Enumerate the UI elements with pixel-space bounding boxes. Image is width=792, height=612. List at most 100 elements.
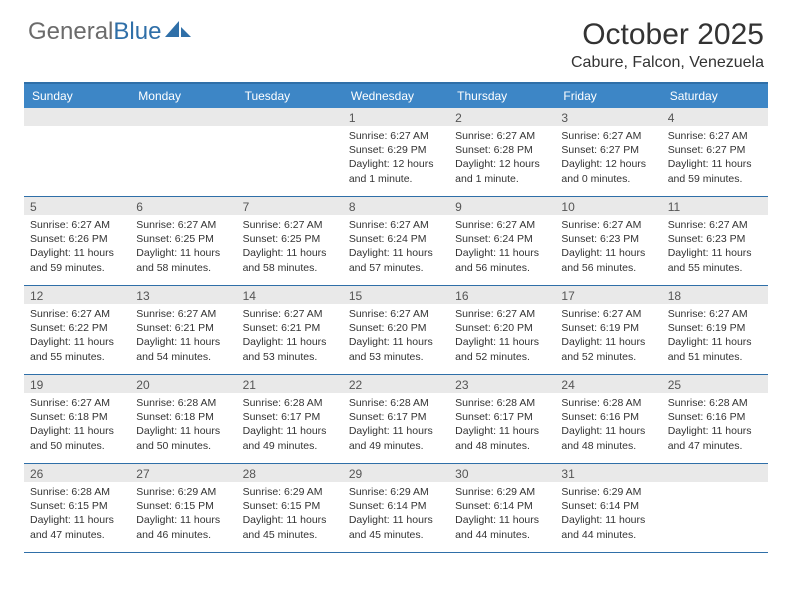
daylight: Daylight: 11 hours and 57 minutes. [349,246,443,274]
day-number: 6 [130,197,236,215]
sunrise: Sunrise: 6:27 AM [349,218,443,232]
dow-monday: Monday [130,84,236,108]
day-cell: 3Sunrise: 6:27 AMSunset: 6:27 PMDaylight… [555,108,661,196]
day-number: 23 [449,375,555,393]
sunrise: Sunrise: 6:27 AM [455,129,549,143]
day-empty [24,108,130,196]
sunset: Sunset: 6:14 PM [561,499,655,513]
day-cell: 28Sunrise: 6:29 AMSunset: 6:15 PMDayligh… [237,464,343,552]
title-block: October 2025 Cabure, Falcon, Venezuela [571,18,764,72]
day-body: Sunrise: 6:27 AMSunset: 6:21 PMDaylight:… [237,304,343,368]
daylight: Daylight: 11 hours and 59 minutes. [668,157,762,185]
day-cell: 23Sunrise: 6:28 AMSunset: 6:17 PMDayligh… [449,375,555,463]
day-cell: 2Sunrise: 6:27 AMSunset: 6:28 PMDaylight… [449,108,555,196]
sunset: Sunset: 6:23 PM [668,232,762,246]
day-body: Sunrise: 6:27 AMSunset: 6:25 PMDaylight:… [237,215,343,279]
day-body: Sunrise: 6:27 AMSunset: 6:20 PMDaylight:… [343,304,449,368]
sunrise: Sunrise: 6:28 AM [136,396,230,410]
daylight: Daylight: 11 hours and 46 minutes. [136,513,230,541]
day-number: 27 [130,464,236,482]
header: GeneralBlue October 2025 Cabure, Falcon,… [0,0,792,78]
month-title: October 2025 [571,18,764,52]
sunset: Sunset: 6:15 PM [243,499,337,513]
sunset: Sunset: 6:21 PM [136,321,230,335]
calendar: Sunday Monday Tuesday Wednesday Thursday… [24,82,768,553]
day-body: Sunrise: 6:28 AMSunset: 6:15 PMDaylight:… [24,482,130,546]
sunset: Sunset: 6:19 PM [561,321,655,335]
day-number: 25 [662,375,768,393]
day-number: 14 [237,286,343,304]
day-number: 8 [343,197,449,215]
day-number: 29 [343,464,449,482]
day-number: 15 [343,286,449,304]
sunset: Sunset: 6:21 PM [243,321,337,335]
day-empty [237,108,343,196]
daylight: Daylight: 11 hours and 53 minutes. [243,335,337,363]
day-body: Sunrise: 6:28 AMSunset: 6:17 PMDaylight:… [343,393,449,457]
sunset: Sunset: 6:28 PM [455,143,549,157]
daylight: Daylight: 11 hours and 53 minutes. [349,335,443,363]
sunrise: Sunrise: 6:27 AM [668,129,762,143]
day-cell: 17Sunrise: 6:27 AMSunset: 6:19 PMDayligh… [555,286,661,374]
day-number: 31 [555,464,661,482]
day-number: 12 [24,286,130,304]
day-body [130,126,236,186]
daylight: Daylight: 11 hours and 48 minutes. [455,424,549,452]
week-row: 12Sunrise: 6:27 AMSunset: 6:22 PMDayligh… [24,286,768,375]
sunset: Sunset: 6:24 PM [349,232,443,246]
sunset: Sunset: 6:24 PM [455,232,549,246]
daylight: Daylight: 11 hours and 49 minutes. [349,424,443,452]
sunrise: Sunrise: 6:27 AM [30,307,124,321]
day-body: Sunrise: 6:29 AMSunset: 6:14 PMDaylight:… [555,482,661,546]
sunset: Sunset: 6:18 PM [136,410,230,424]
week-row: 1Sunrise: 6:27 AMSunset: 6:29 PMDaylight… [24,108,768,197]
day-number: 30 [449,464,555,482]
day-body: Sunrise: 6:28 AMSunset: 6:17 PMDaylight:… [237,393,343,457]
day-body: Sunrise: 6:27 AMSunset: 6:27 PMDaylight:… [555,126,661,190]
day-body [24,126,130,186]
day-body: Sunrise: 6:29 AMSunset: 6:14 PMDaylight:… [449,482,555,546]
dow-row: Sunday Monday Tuesday Wednesday Thursday… [24,84,768,108]
sunrise: Sunrise: 6:27 AM [561,307,655,321]
day-number: 13 [130,286,236,304]
sunrise: Sunrise: 6:27 AM [349,129,443,143]
sunrise: Sunrise: 6:27 AM [136,218,230,232]
day-number [130,108,236,126]
day-cell: 14Sunrise: 6:27 AMSunset: 6:21 PMDayligh… [237,286,343,374]
sunrise: Sunrise: 6:27 AM [455,218,549,232]
day-cell: 9Sunrise: 6:27 AMSunset: 6:24 PMDaylight… [449,197,555,285]
brand-part1: General [28,18,113,46]
day-number: 10 [555,197,661,215]
daylight: Daylight: 11 hours and 45 minutes. [349,513,443,541]
daylight: Daylight: 11 hours and 52 minutes. [455,335,549,363]
daylight: Daylight: 11 hours and 49 minutes. [243,424,337,452]
sail-icon [165,18,191,46]
day-cell: 25Sunrise: 6:28 AMSunset: 6:16 PMDayligh… [662,375,768,463]
day-body [237,126,343,186]
day-cell: 7Sunrise: 6:27 AMSunset: 6:25 PMDaylight… [237,197,343,285]
sunset: Sunset: 6:26 PM [30,232,124,246]
week-row: 19Sunrise: 6:27 AMSunset: 6:18 PMDayligh… [24,375,768,464]
daylight: Daylight: 11 hours and 55 minutes. [30,335,124,363]
day-number [24,108,130,126]
sunrise: Sunrise: 6:27 AM [30,218,124,232]
dow-tuesday: Tuesday [237,84,343,108]
day-number [237,108,343,126]
sunset: Sunset: 6:19 PM [668,321,762,335]
sunset: Sunset: 6:17 PM [243,410,337,424]
day-number: 9 [449,197,555,215]
sunrise: Sunrise: 6:27 AM [455,307,549,321]
day-cell: 16Sunrise: 6:27 AMSunset: 6:20 PMDayligh… [449,286,555,374]
day-number: 2 [449,108,555,126]
sunrise: Sunrise: 6:27 AM [349,307,443,321]
sunset: Sunset: 6:23 PM [561,232,655,246]
dow-friday: Friday [555,84,661,108]
day-cell: 1Sunrise: 6:27 AMSunset: 6:29 PMDaylight… [343,108,449,196]
day-body: Sunrise: 6:27 AMSunset: 6:26 PMDaylight:… [24,215,130,279]
sunset: Sunset: 6:29 PM [349,143,443,157]
sunrise: Sunrise: 6:29 AM [349,485,443,499]
day-number: 26 [24,464,130,482]
day-body: Sunrise: 6:28 AMSunset: 6:16 PMDaylight:… [555,393,661,457]
sunrise: Sunrise: 6:28 AM [243,396,337,410]
sunset: Sunset: 6:18 PM [30,410,124,424]
